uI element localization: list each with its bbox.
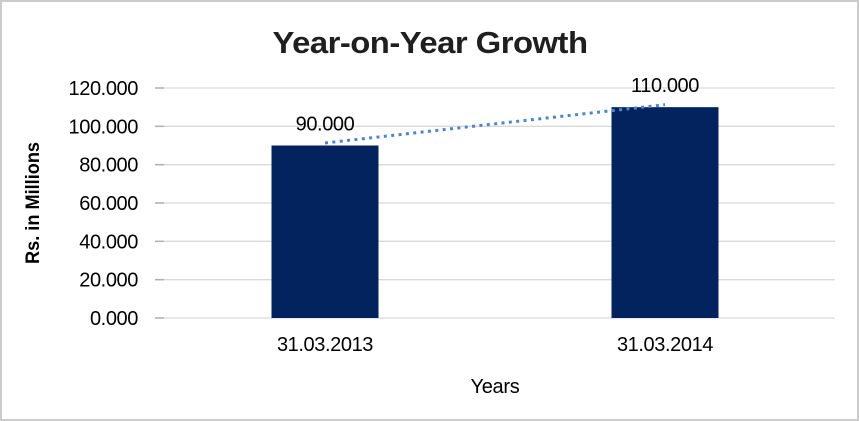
y-axis-title: Rs. in Millions [23, 142, 44, 264]
x-axis-title: Years [471, 376, 520, 398]
grid-layer [155, 87, 835, 319]
y-tick-label: 40.000 [79, 231, 138, 253]
trendline [324, 103, 666, 145]
y-tick-label: 60.000 [79, 193, 138, 215]
bar-value-label: 90.000 [296, 114, 355, 136]
x-category-label: 31.03.2014 [617, 334, 713, 356]
label-layer: 0.000 20.000 40.000 60.000 80.000 100.000 120.… [69, 75, 714, 356]
chart-title: Year-on-Year Growth [273, 25, 588, 60]
y-tick-label: 20.000 [79, 270, 138, 292]
y-tick-label: 120.000 [69, 78, 139, 100]
bar-layer [271, 107, 719, 319]
y-tick-label: 100.000 [69, 116, 139, 138]
bar [271, 145, 379, 318]
bar-value-label: 110.000 [631, 75, 699, 97]
trend-layer [324, 103, 666, 145]
x-category-label: 31.03.2013 [277, 334, 373, 356]
y-tick-label: 0.000 [90, 308, 138, 330]
bar [611, 107, 719, 319]
y-tick-label: 80.000 [79, 155, 138, 177]
